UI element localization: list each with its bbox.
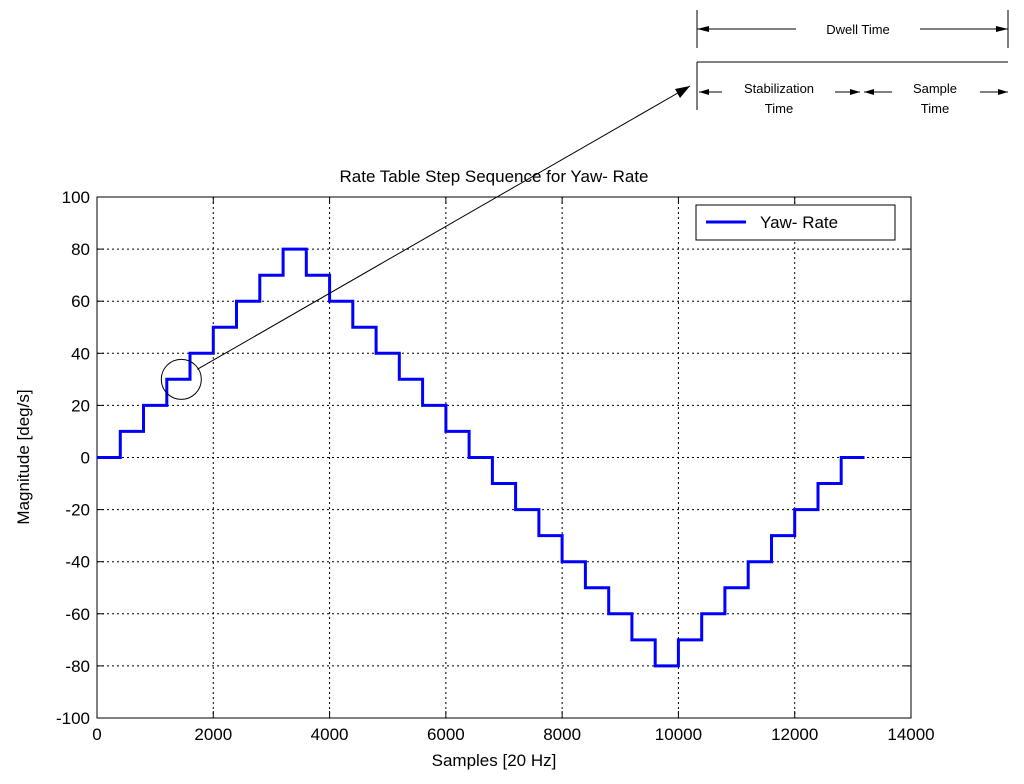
- x-tick-label: 0: [92, 725, 101, 744]
- stabilization-time-label-line1: Stabilization: [744, 81, 814, 96]
- annotation-layer: [160, 85, 691, 400]
- x-tick-label: 14000: [887, 725, 934, 744]
- sample-time-label-line2: Time: [921, 101, 949, 116]
- sample-arrowhead-left: [864, 89, 874, 95]
- y-tick-label: 100: [62, 188, 90, 207]
- y-tick-label: 80: [71, 240, 90, 259]
- x-tick-label: 10000: [655, 725, 702, 744]
- y-tick-label: 40: [71, 344, 90, 363]
- highlight-circle: [160, 358, 202, 400]
- y-axis-title: Magnitude [deg/s]: [14, 389, 33, 524]
- dwell-time-diagram: Dwell Time Stabilization Time Sample Tim…: [696, 10, 1009, 116]
- x-axis-tick-labels: 0 2000 4000 6000 8000 10000 12000 14000: [92, 725, 934, 744]
- callout-arrowhead: [675, 86, 690, 98]
- sample-arrowhead-right: [998, 89, 1008, 95]
- dwell-time-label: Dwell Time: [826, 22, 890, 37]
- dwell-arrowhead-right: [996, 26, 1008, 32]
- y-tick-label: -60: [65, 605, 90, 624]
- x-tick-label: 2000: [194, 725, 232, 744]
- axis-ticks: [96, 196, 912, 719]
- x-axis-title: Samples [20 Hz]: [432, 751, 557, 770]
- legend: Yaw- Rate: [695, 204, 896, 241]
- y-tick-label: 0: [81, 449, 90, 468]
- y-tick-label: -40: [65, 553, 90, 572]
- x-tick-label: 12000: [771, 725, 818, 744]
- x-tick-label: 8000: [543, 725, 581, 744]
- y-tick-label: -20: [65, 501, 90, 520]
- stabilization-arrowhead-right: [850, 89, 860, 95]
- callout-arrow: [197, 85, 691, 370]
- sample-time-label-line1: Sample: [913, 81, 957, 96]
- chart-title: Rate Table Step Sequence for Yaw- Rate: [339, 167, 648, 186]
- x-tick-label: 6000: [427, 725, 465, 744]
- y-tick-label: 20: [71, 396, 90, 415]
- y-tick-label: 60: [71, 292, 90, 311]
- stabilization-arrowhead-left: [699, 89, 709, 95]
- y-axis-tick-labels: 100 80 60 40 20 0 -20 -40 -60 -80 -100: [56, 188, 90, 728]
- dwell-arrowhead-left: [697, 26, 709, 32]
- x-tick-label: 4000: [311, 725, 349, 744]
- series-layer: [97, 247, 865, 668]
- y-tick-label: -100: [56, 709, 90, 728]
- y-tick-label: -80: [65, 657, 90, 676]
- series-line-yaw-rate: [97, 247, 865, 668]
- stabilization-time-label-line2: Time: [765, 101, 793, 116]
- legend-label-yaw-rate: Yaw- Rate: [760, 213, 838, 232]
